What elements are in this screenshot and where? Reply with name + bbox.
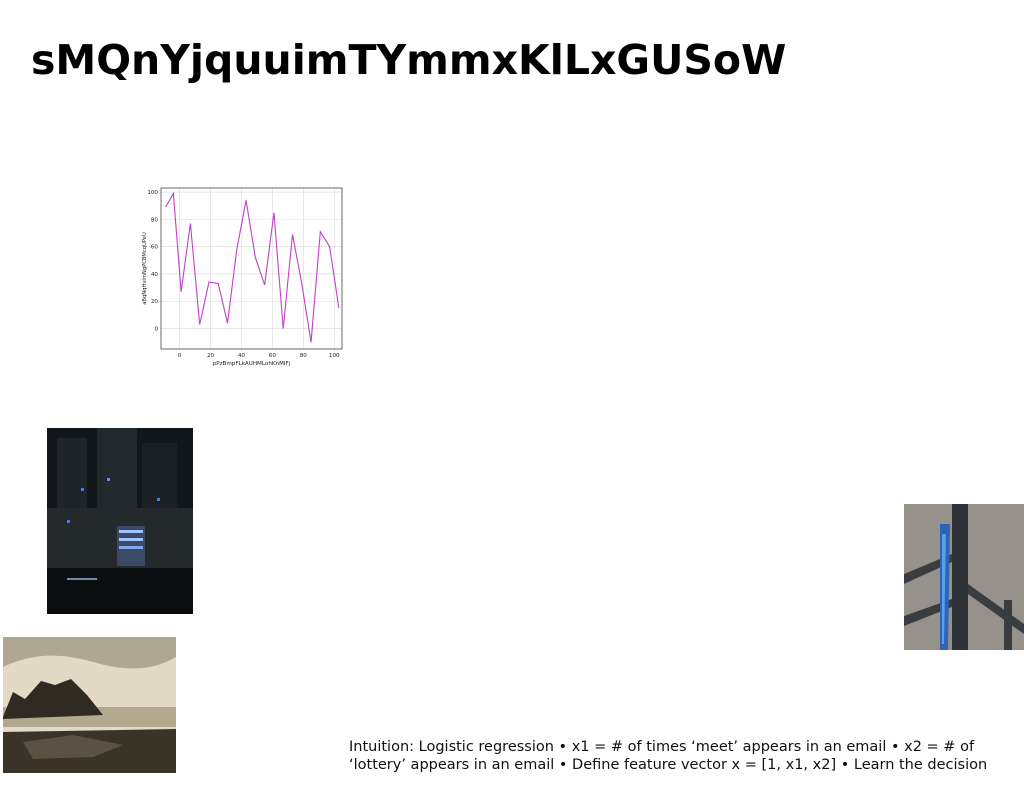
y-tick-label: 40: [151, 272, 159, 278]
x-tick-label: 80: [300, 353, 308, 359]
y-tick-label: 20: [151, 299, 159, 305]
chart-grid: [161, 188, 342, 349]
slide-title: sMQnYjquuimTYmmxKlLxGUSoW: [31, 36, 787, 84]
x-tick-label: 60: [269, 353, 277, 359]
rocky-coast-photo: [3, 637, 176, 773]
y-tick-label: 100: [147, 190, 158, 196]
x-tick-label: 20: [207, 353, 215, 359]
series-line: [165, 191, 340, 343]
chart-ticks: 0 20 40 60 80 100 0 20 40 60 80 100: [147, 190, 340, 359]
plot-frame: [160, 187, 343, 350]
y-tick-label: 80: [151, 217, 159, 223]
x-axis-label: pPzBmpFLkAUHMLohKnMIFj: [213, 361, 291, 367]
fence-post-photo: [904, 504, 1024, 650]
slide-caption: Intuition: Logistic regression • x1 = # …: [349, 739, 988, 773]
y-tick-label: 0: [154, 327, 158, 333]
line-chart: 0 20 40 60 80 100 0 20 40 60 80 100 pPzBmpFLkAUHMLo…: [142, 187, 343, 367]
x-tick-label: 40: [238, 353, 246, 359]
x-tick-label: 100: [329, 353, 340, 359]
y-tick-label: 60: [151, 245, 159, 251]
x-tick-label: 0: [178, 353, 182, 359]
city-night-photo: [47, 428, 193, 614]
y-axis-label: aBqNqHvlmNgPCBMcqUPeU: [142, 232, 148, 305]
